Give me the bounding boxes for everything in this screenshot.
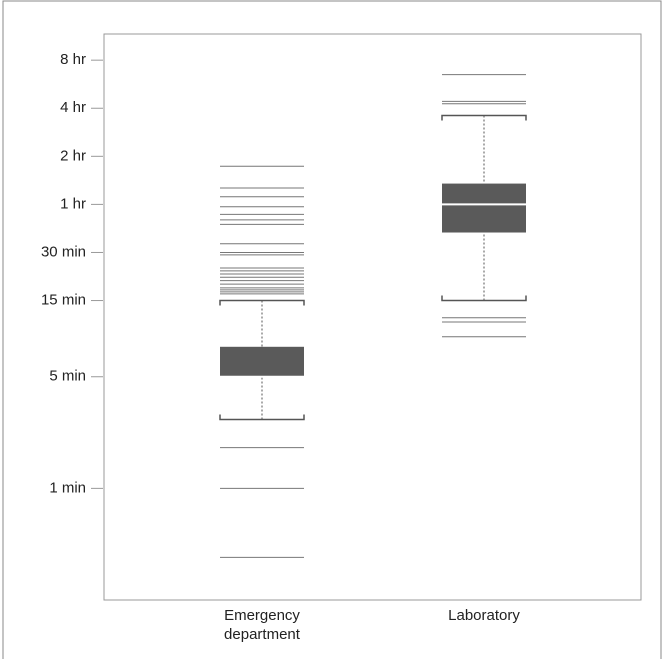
x-tick-label: Emergency department	[224, 607, 300, 643]
whisker-cap	[219, 414, 305, 421]
y-tick-label: 1 min	[49, 479, 86, 496]
plot-area	[103, 33, 642, 601]
y-tick-label: 30 min	[41, 243, 86, 260]
whisker-cap	[441, 295, 527, 302]
y-tick-label: 1 hr	[60, 195, 86, 212]
x-tick-label: Laboratory	[448, 607, 520, 624]
y-tick-label: 5 min	[49, 368, 86, 385]
y-tick-label: 15 min	[41, 292, 86, 309]
y-tick-label: 2 hr	[60, 147, 86, 164]
y-tick-label: 4 hr	[60, 99, 86, 116]
y-tick-label: 8 hr	[60, 51, 86, 68]
whisker-cap	[219, 299, 305, 306]
box	[442, 183, 526, 233]
box	[220, 346, 304, 377]
whisker-cap	[441, 114, 527, 121]
